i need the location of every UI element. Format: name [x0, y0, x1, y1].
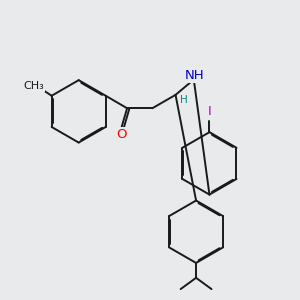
- Text: I: I: [208, 106, 211, 118]
- Text: CH₃: CH₃: [23, 81, 44, 91]
- Text: NH: NH: [185, 69, 204, 82]
- Text: O: O: [116, 128, 127, 142]
- Text: H: H: [180, 95, 188, 105]
